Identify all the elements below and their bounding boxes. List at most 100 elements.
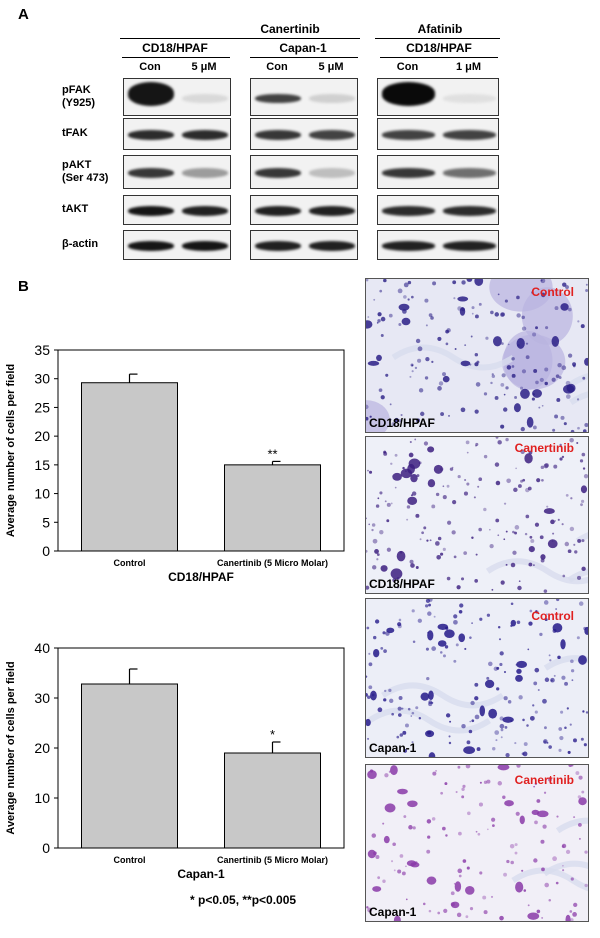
stained-cell bbox=[578, 655, 587, 665]
stained-cell bbox=[397, 788, 408, 795]
small-particle bbox=[394, 417, 399, 423]
protein-band bbox=[255, 93, 301, 103]
small-particle bbox=[577, 795, 582, 799]
small-particle bbox=[409, 441, 412, 444]
drug-header-afatinib: Afatinib bbox=[417, 22, 463, 36]
small-particle bbox=[581, 566, 586, 572]
small-particle bbox=[483, 454, 488, 459]
small-particle bbox=[380, 334, 384, 338]
small-particle bbox=[556, 815, 559, 818]
protein-band bbox=[309, 241, 355, 251]
small-particle bbox=[445, 713, 451, 718]
small-particle bbox=[568, 307, 572, 312]
small-particle bbox=[366, 906, 369, 909]
small-particle bbox=[555, 608, 558, 611]
small-particle bbox=[460, 577, 465, 581]
small-particle bbox=[466, 740, 471, 745]
small-particle bbox=[512, 550, 517, 555]
small-particle bbox=[584, 850, 588, 854]
y-tick-label: 5 bbox=[42, 514, 50, 530]
small-particle bbox=[514, 396, 518, 399]
small-particle bbox=[444, 645, 449, 649]
stained-cell bbox=[376, 354, 382, 362]
stained-cell bbox=[479, 705, 486, 717]
blot-box bbox=[123, 118, 231, 150]
small-particle bbox=[494, 462, 500, 467]
small-particle bbox=[429, 539, 432, 542]
small-particle bbox=[561, 455, 565, 459]
small-particle bbox=[372, 565, 377, 570]
small-particle bbox=[431, 817, 436, 821]
x-category-label: Control bbox=[114, 855, 146, 865]
protein-band bbox=[255, 206, 301, 216]
small-particle bbox=[533, 785, 535, 788]
stained-cell bbox=[380, 565, 388, 572]
small-particle bbox=[535, 326, 538, 330]
small-particle bbox=[496, 687, 500, 691]
blot-box bbox=[377, 155, 499, 189]
small-particle bbox=[491, 374, 496, 378]
small-particle bbox=[563, 422, 567, 426]
stained-cell bbox=[367, 360, 380, 366]
y-tick-label: 30 bbox=[34, 690, 50, 706]
small-particle bbox=[544, 882, 550, 888]
small-particle bbox=[401, 871, 406, 876]
membrane-pore-trace bbox=[391, 344, 515, 371]
small-particle bbox=[559, 735, 564, 741]
stained-cell bbox=[465, 885, 475, 895]
protein-band bbox=[182, 241, 228, 251]
small-particle bbox=[550, 519, 555, 525]
bar bbox=[224, 752, 321, 849]
photo-cell-line-label: CD18/HPAF bbox=[369, 416, 435, 430]
stained-cell bbox=[433, 464, 443, 474]
small-particle bbox=[398, 696, 403, 700]
stained-cell bbox=[384, 803, 396, 813]
small-particle bbox=[540, 465, 545, 470]
small-particle bbox=[543, 589, 548, 593]
small-particle bbox=[371, 528, 374, 532]
small-particle bbox=[407, 280, 412, 285]
stained-cell bbox=[427, 446, 435, 453]
small-particle bbox=[505, 530, 508, 533]
stained-cell bbox=[370, 690, 377, 701]
small-particle bbox=[449, 467, 454, 471]
blot-box bbox=[377, 195, 499, 225]
stained-cell bbox=[407, 496, 418, 506]
small-particle bbox=[385, 373, 389, 377]
small-particle bbox=[430, 316, 434, 320]
small-particle bbox=[503, 393, 506, 396]
small-particle bbox=[410, 363, 414, 367]
small-particle bbox=[503, 696, 508, 701]
small-particle bbox=[476, 360, 480, 364]
y-tick-label: 0 bbox=[42, 840, 50, 856]
small-particle bbox=[367, 316, 370, 318]
small-particle bbox=[444, 782, 448, 786]
small-particle bbox=[462, 784, 466, 788]
small-particle bbox=[500, 312, 505, 317]
small-particle bbox=[483, 910, 488, 915]
small-particle bbox=[567, 549, 572, 554]
y-tick-label: 10 bbox=[34, 790, 50, 806]
small-particle bbox=[468, 729, 473, 734]
photo-condition-label: Control bbox=[531, 285, 574, 299]
small-particle bbox=[516, 620, 521, 625]
protein-band bbox=[382, 206, 435, 216]
small-particle bbox=[485, 336, 489, 340]
small-particle bbox=[515, 467, 517, 470]
stained-cell bbox=[516, 660, 528, 669]
small-particle bbox=[533, 858, 538, 863]
stained-cell bbox=[401, 317, 411, 326]
small-particle bbox=[432, 281, 437, 286]
small-particle bbox=[403, 815, 407, 818]
small-particle bbox=[549, 659, 552, 662]
small-particle bbox=[486, 676, 490, 680]
small-particle bbox=[541, 404, 544, 407]
small-particle bbox=[575, 771, 580, 775]
blot-box bbox=[377, 118, 499, 150]
stained-cell bbox=[580, 485, 588, 494]
small-particle bbox=[425, 356, 430, 362]
small-particle bbox=[572, 364, 576, 368]
small-particle bbox=[410, 563, 415, 568]
plot-frame bbox=[57, 349, 345, 552]
small-particle bbox=[440, 651, 443, 654]
